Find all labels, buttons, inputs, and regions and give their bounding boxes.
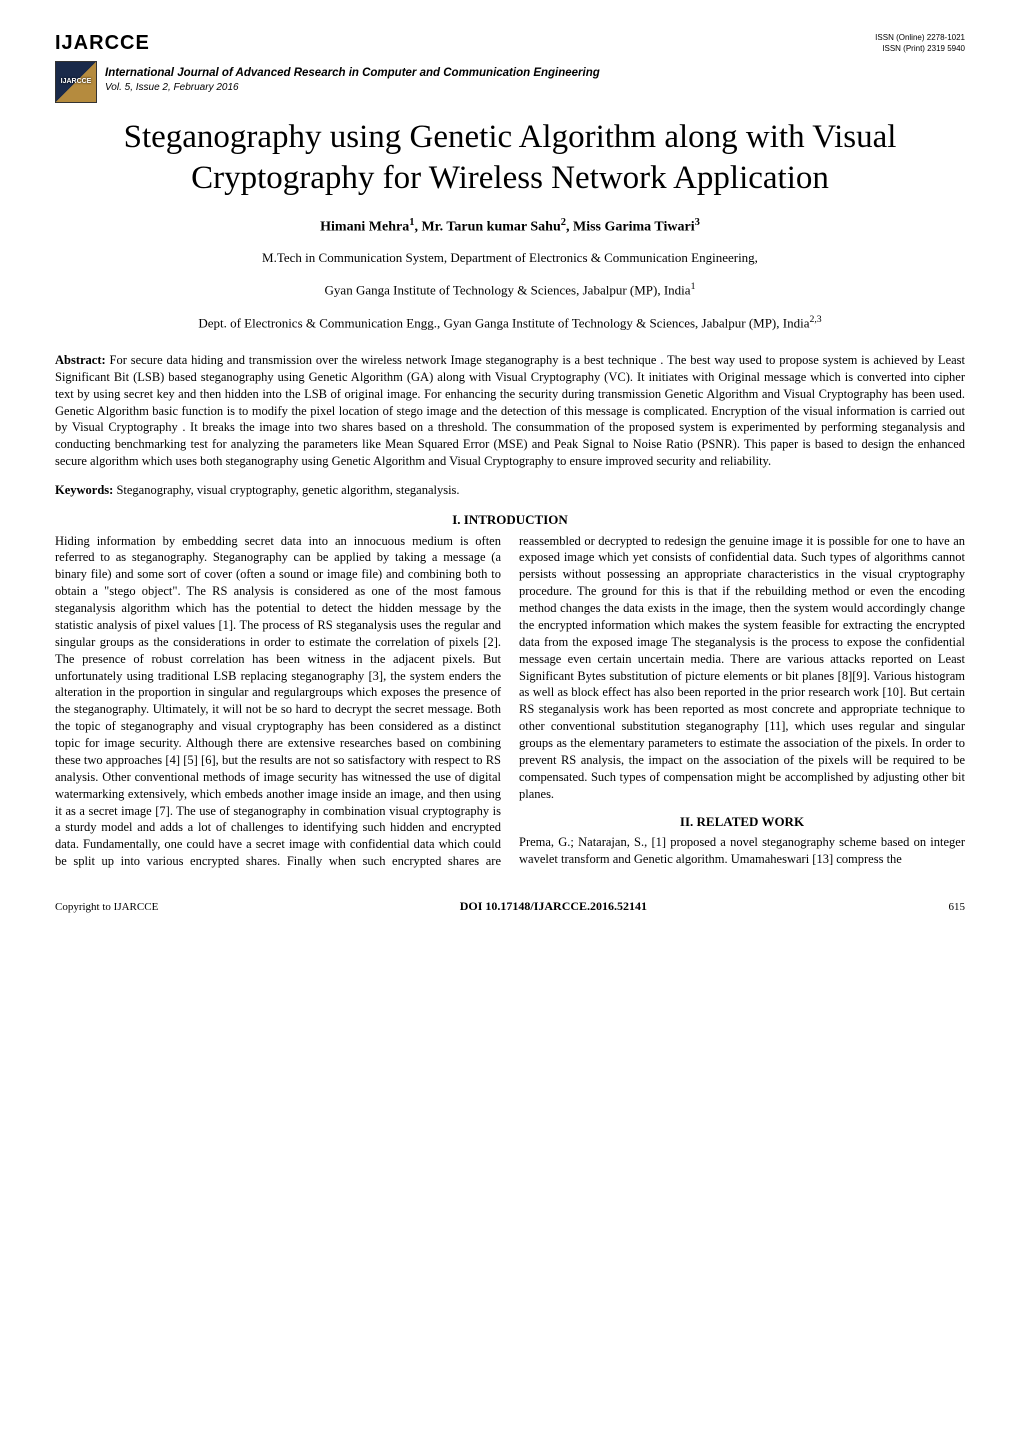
authors: Himani Mehra1, Mr. Tarun kumar Sahu2, Mi… [55, 216, 965, 238]
abstract-text: For secure data hiding and transmission … [55, 353, 965, 468]
journal-meta: International Journal of Advanced Resear… [105, 61, 600, 94]
journal-full-title: International Journal of Advanced Resear… [105, 61, 600, 81]
body-columns: Hiding information by embedding secret d… [55, 533, 965, 871]
affiliation-3: Dept. of Electronics & Communication Eng… [55, 312, 965, 334]
section-intro-heading: I. INTRODUCTION [55, 511, 965, 529]
abstract: Abstract: For secure data hiding and tra… [55, 352, 965, 470]
footer: Copyright to IJARCCE DOI 10.17148/IJARCC… [55, 898, 965, 915]
paper-title: Steganography using Genetic Algorithm al… [55, 117, 965, 200]
footer-page-number: 615 [948, 900, 965, 915]
logo-text: IJARCCE [61, 77, 92, 86]
journal-logo: IJARCCE [55, 61, 97, 103]
section-related-body: Prema, G.; Natarajan, S., [1] proposed a… [519, 834, 965, 868]
keywords-text: Steganography, visual cryptography, gene… [113, 483, 459, 497]
keywords: Keywords: Steganography, visual cryptogr… [55, 482, 965, 499]
subheader: IJARCCE International Journal of Advance… [55, 61, 965, 103]
footer-doi: DOI 10.17148/IJARCCE.2016.52141 [460, 898, 647, 914]
section-related-heading: II. RELATED WORK [519, 813, 965, 831]
keywords-label: Keywords: [55, 483, 113, 497]
journal-short-title: IJARCCE [55, 30, 150, 57]
issn-online: ISSN (Online) 2278-1021 [875, 33, 965, 43]
paper-page: IJARCCE ISSN (Online) 2278-1021 ISSN (Pr… [0, 0, 1020, 935]
abstract-label: Abstract: [55, 353, 106, 367]
footer-copyright: Copyright to IJARCCE [55, 900, 158, 915]
affiliation-2: Gyan Ganga Institute of Technology & Sci… [55, 279, 965, 301]
issn-block: ISSN (Online) 2278-1021 ISSN (Print) 231… [875, 33, 965, 54]
header-bar: IJARCCE ISSN (Online) 2278-1021 ISSN (Pr… [55, 30, 965, 57]
affiliation-1: M.Tech in Communication System, Departme… [55, 247, 965, 269]
issn-print: ISSN (Print) 2319 5940 [875, 44, 965, 54]
volume-issue: Vol. 5, Issue 2, February 2016 [105, 81, 600, 95]
